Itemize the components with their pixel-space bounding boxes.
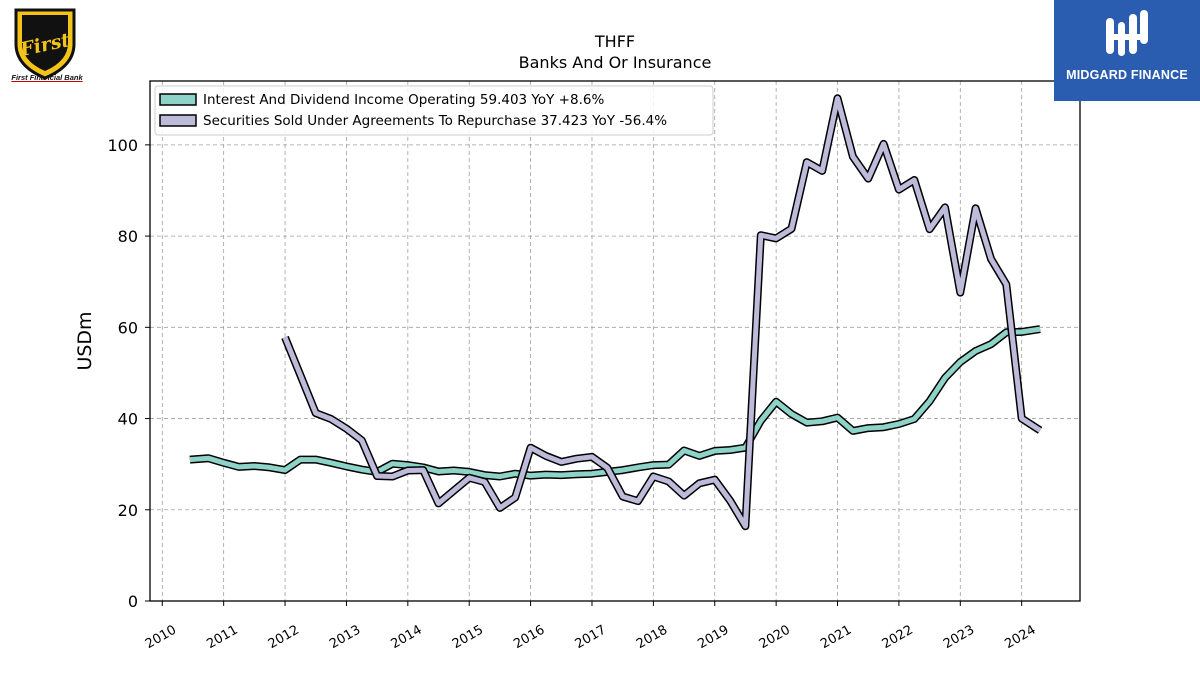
legend: Interest And Dividend Income Operating 5…: [154, 85, 714, 136]
legend-label-interest: Interest And Dividend Income Operating 5…: [203, 92, 604, 108]
x-tick-label: 2023: [941, 623, 977, 653]
series-layer: [189, 94, 1043, 531]
legend-swatch-interest: [159, 93, 197, 106]
chart-subtitle: Banks And Or Insurance: [519, 53, 712, 72]
shield-icon: First: [14, 8, 76, 80]
x-tick-label: 2018: [634, 623, 670, 653]
midgard-caption: MIDGARD FINANCE: [1066, 68, 1188, 82]
x-tick-label: 2021: [818, 623, 854, 653]
x-tick-label: 2015: [450, 623, 486, 653]
first-financial-caption: First Financial Bank: [11, 73, 83, 82]
x-tick-label: 2024: [1002, 623, 1038, 653]
legend-label-securities: Securities Sold Under Agreements To Repu…: [203, 113, 667, 129]
x-tick-label: 2014: [388, 623, 424, 653]
y-tick-label: 80: [118, 227, 138, 246]
y-tick-label: 20: [118, 501, 138, 520]
y-tick-label: 0: [128, 592, 138, 611]
midgard-logo: MIDGARD FINANCE: [1054, 0, 1200, 101]
x-tick-label: 2019: [695, 623, 731, 653]
legend-swatch-securities: [159, 114, 197, 127]
x-tick-label: 2017: [573, 623, 609, 653]
y-tick-label: 100: [107, 136, 138, 155]
x-tick-label: 2013: [327, 623, 363, 653]
series-line-1: [282, 95, 1042, 529]
x-tick-label: 2020: [757, 623, 793, 653]
x-tick-label: 2010: [143, 623, 179, 653]
first-financial-logo: First: [4, 4, 86, 86]
y-axis-label: USDm: [74, 311, 96, 370]
x-tick-label: 2022: [880, 623, 916, 653]
chart-title: THFF: [594, 32, 635, 51]
x-tick-label: 2012: [266, 623, 302, 653]
plot-frame: [149, 80, 1081, 602]
grid-layer: [150, 81, 1080, 602]
x-tick-label: 2011: [204, 623, 240, 653]
x-tick-label: 2016: [511, 623, 547, 653]
series-outline-0: [189, 325, 1041, 481]
legend-box: [154, 85, 714, 136]
series-line-0: [189, 326, 1041, 479]
midgard-mark-icon: [1106, 10, 1148, 56]
y-tick-label: 60: [118, 318, 138, 337]
y-tick-label: 40: [118, 410, 138, 429]
